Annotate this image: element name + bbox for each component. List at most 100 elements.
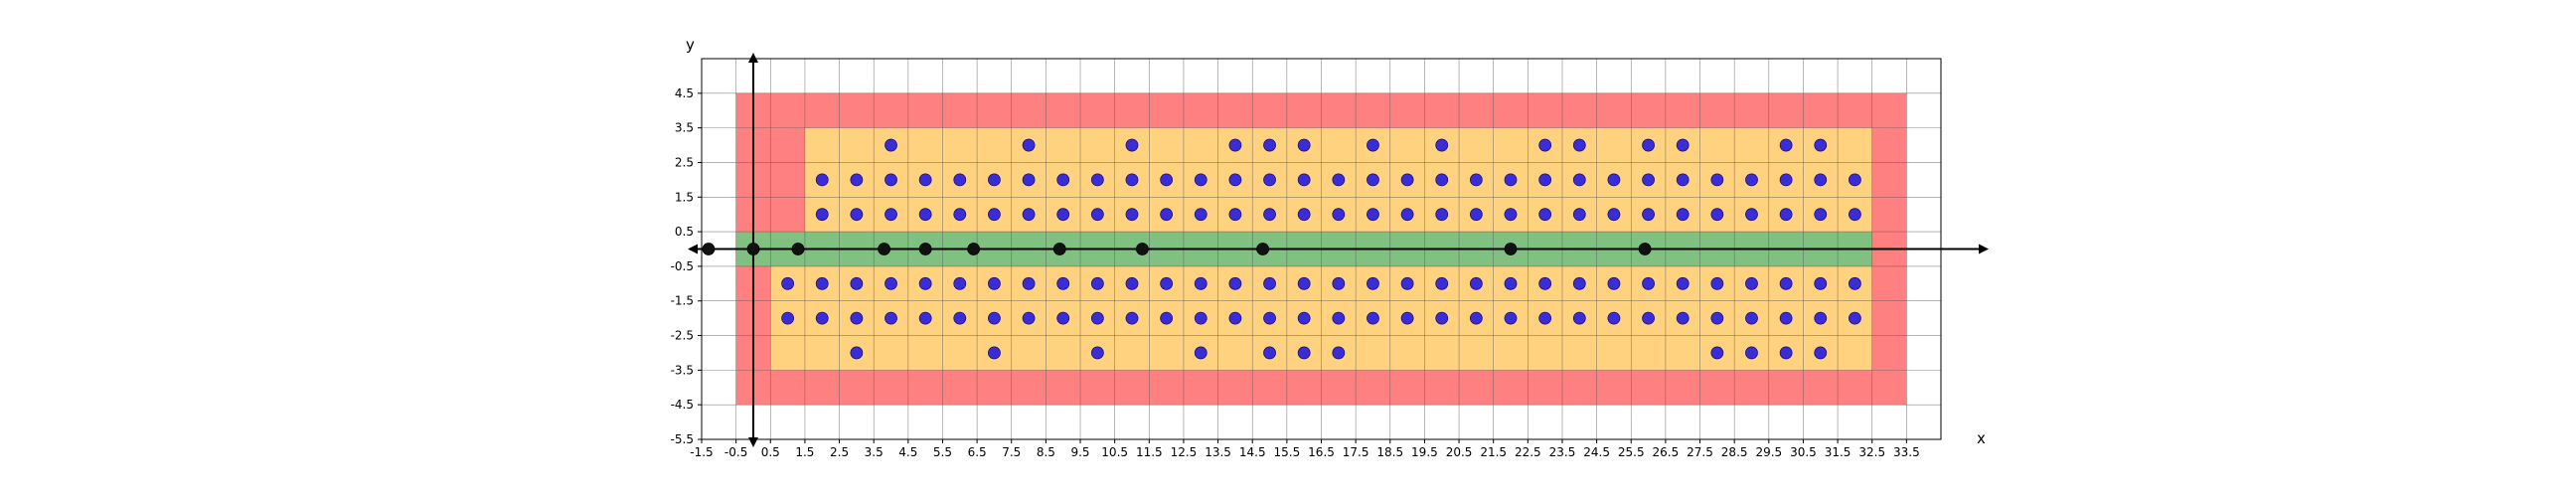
point-s1-1 — [746, 243, 760, 255]
point-s0-92 — [1332, 276, 1346, 290]
point-s0-134 — [1676, 311, 1690, 325]
point-s0-20 — [1022, 173, 1036, 187]
point-s0-148 — [1745, 346, 1758, 360]
point-s0-102 — [1676, 276, 1690, 290]
x-tick-label-14: 12.5 — [1171, 445, 1198, 459]
point-s0-64 — [1469, 208, 1483, 222]
point-s0-54 — [1125, 208, 1139, 222]
point-s0-0 — [885, 138, 897, 152]
x-tick-label-8: 6.5 — [968, 445, 987, 459]
y-tick-label-6: 0.5 — [675, 225, 694, 239]
point-s0-42 — [1779, 173, 1793, 187]
point-s0-140 — [850, 346, 864, 360]
point-s0-13 — [1814, 138, 1828, 152]
y-tick-label-4: -1.5 — [671, 294, 694, 308]
point-s0-25 — [1194, 173, 1208, 187]
x-tick-label-19: 17.5 — [1343, 445, 1369, 459]
point-s0-44 — [1849, 173, 1861, 187]
point-s0-103 — [1710, 276, 1724, 290]
point-s0-74 — [1814, 208, 1828, 222]
point-s0-45 — [815, 208, 829, 222]
point-s0-119 — [1160, 311, 1174, 325]
point-s0-1 — [1022, 138, 1036, 152]
point-s0-4 — [1263, 138, 1276, 152]
point-s0-107 — [1849, 276, 1861, 290]
point-s0-82 — [988, 276, 1001, 290]
point-s0-58 — [1263, 208, 1276, 222]
point-s0-37 — [1607, 173, 1621, 187]
point-s0-93 — [1367, 276, 1379, 290]
point-s0-98 — [1538, 276, 1552, 290]
point-s0-135 — [1710, 311, 1724, 325]
point-s0-29 — [1332, 173, 1346, 187]
point-s0-38 — [1642, 173, 1655, 187]
point-s0-40 — [1710, 173, 1724, 187]
point-s0-146 — [1332, 346, 1346, 360]
point-s0-27 — [1263, 173, 1276, 187]
point-s0-143 — [1194, 346, 1208, 360]
point-s0-106 — [1814, 276, 1828, 290]
point-s0-66 — [1538, 208, 1552, 222]
point-s0-68 — [1607, 208, 1621, 222]
point-s0-83 — [1022, 276, 1036, 290]
y-axis-arrow-up — [747, 53, 758, 63]
point-s0-88 — [1194, 276, 1208, 290]
point-s0-114 — [988, 311, 1001, 325]
point-s0-16 — [885, 173, 897, 187]
point-s0-109 — [815, 311, 829, 325]
x-tick-label-5: 3.5 — [865, 445, 884, 459]
point-s0-61 — [1367, 208, 1379, 222]
point-s0-33 — [1469, 173, 1483, 187]
point-s0-53 — [1090, 208, 1104, 222]
point-s0-104 — [1745, 276, 1758, 290]
point-s0-12 — [1779, 138, 1793, 152]
point-s1-3 — [878, 243, 890, 255]
point-s1-9 — [1504, 243, 1518, 255]
point-s0-17 — [918, 173, 932, 187]
point-s1-2 — [791, 243, 805, 255]
x-tick-label-26: 24.5 — [1583, 445, 1610, 459]
x-tick-label-15: 13.5 — [1205, 445, 1231, 459]
point-s0-47 — [885, 208, 897, 222]
point-s0-85 — [1090, 276, 1104, 290]
point-s0-97 — [1504, 276, 1518, 290]
point-s0-7 — [1435, 138, 1449, 152]
point-s0-118 — [1125, 311, 1139, 325]
point-s0-67 — [1572, 208, 1586, 222]
point-s0-41 — [1745, 173, 1758, 187]
x-tick-label-27: 25.5 — [1618, 445, 1645, 459]
point-s0-8 — [1538, 138, 1552, 152]
point-s0-31 — [1400, 173, 1414, 187]
point-s0-22 — [1090, 173, 1104, 187]
x-tick-label-22: 20.5 — [1446, 445, 1473, 459]
point-s0-120 — [1194, 311, 1208, 325]
point-s0-56 — [1194, 208, 1208, 222]
point-s0-78 — [850, 276, 864, 290]
x-tick-label-33: 31.5 — [1825, 445, 1852, 459]
x-tick-label-31: 29.5 — [1755, 445, 1782, 459]
point-s0-113 — [953, 311, 967, 325]
point-s0-123 — [1297, 311, 1311, 325]
point-s0-76 — [781, 276, 794, 290]
point-s0-95 — [1435, 276, 1449, 290]
x-tick-label-1: -0.5 — [724, 445, 747, 459]
x-tick-label-3: 1.5 — [795, 445, 814, 459]
y-tick-label-3: -2.5 — [671, 329, 694, 343]
point-s0-96 — [1469, 276, 1483, 290]
point-s0-150 — [1814, 346, 1828, 360]
point-s0-112 — [918, 311, 932, 325]
point-s0-19 — [988, 173, 1001, 187]
point-s0-55 — [1160, 208, 1174, 222]
point-s0-127 — [1435, 311, 1449, 325]
x-tick-label-18: 16.5 — [1308, 445, 1335, 459]
point-s0-28 — [1297, 173, 1311, 187]
x-tick-labels: -1.5 -0.5 0.5 1.5 2.5 3.5 4.5 5.5 6.5 7.5 8.5 9.5 10… — [690, 439, 1920, 459]
point-s0-145 — [1297, 346, 1311, 360]
point-s0-32 — [1435, 173, 1449, 187]
y-tick-label-5: -0.5 — [671, 259, 694, 273]
point-s0-81 — [953, 276, 967, 290]
point-s0-132 — [1607, 311, 1621, 325]
point-s0-51 — [1022, 208, 1036, 222]
point-s0-36 — [1572, 173, 1586, 187]
point-s0-125 — [1367, 311, 1379, 325]
